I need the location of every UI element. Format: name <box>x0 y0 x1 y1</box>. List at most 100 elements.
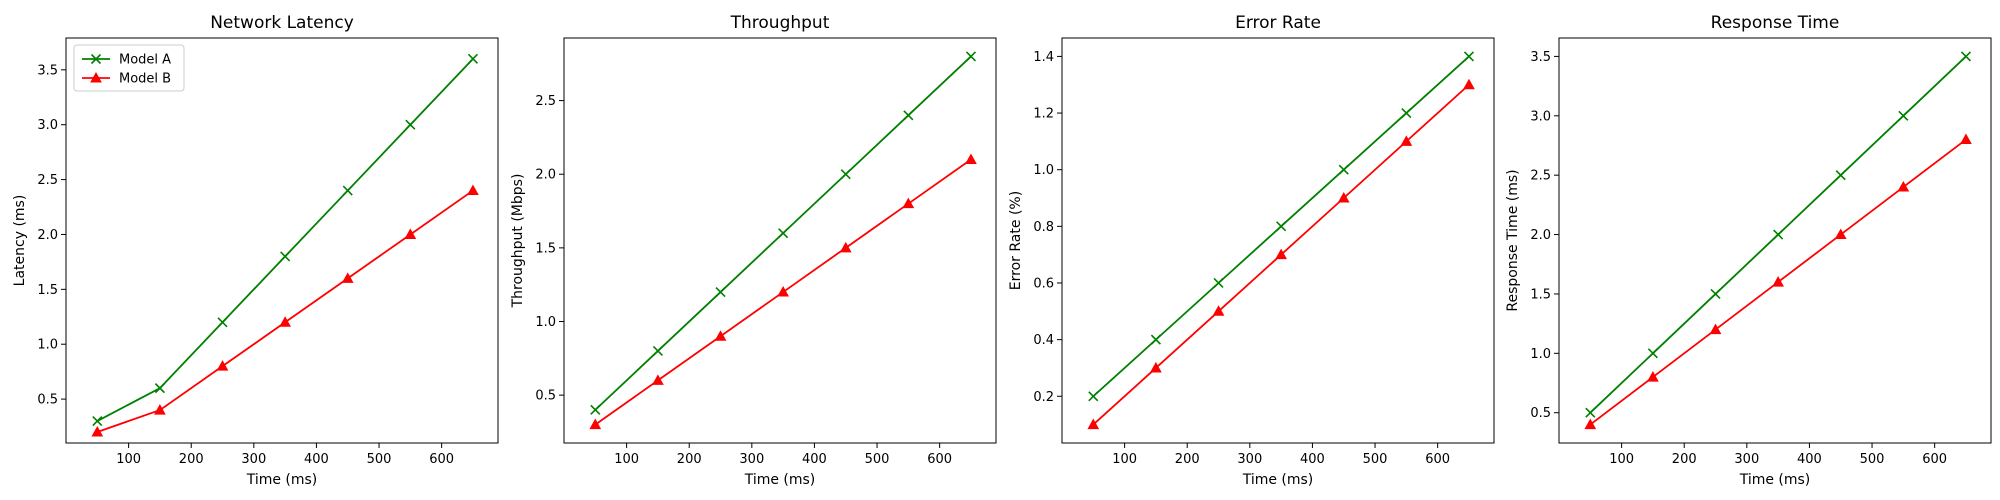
y-tick-label: 0.5 <box>37 393 58 408</box>
y-axis-label: Response Time (ms) <box>1505 169 1521 311</box>
x-tick-label: 100 <box>614 452 639 467</box>
chart-title: Response Time <box>1711 13 1840 33</box>
y-tick-label: 1.0 <box>37 338 58 353</box>
legend-label: Model B <box>119 72 171 87</box>
x-tick-label: 600 <box>927 452 952 467</box>
x-axis-label: Time (ms) <box>744 472 816 488</box>
y-tick-label: 0.5 <box>535 389 556 404</box>
x-axis-label: Time (ms) <box>1739 472 1811 488</box>
data-point <box>1710 288 1721 300</box>
y-axis-label: Throughput (Mbps) <box>510 174 526 309</box>
y-tick-label: 2.5 <box>1530 169 1551 184</box>
y-tick-label: 1.5 <box>37 283 58 298</box>
data-point <box>1087 418 1100 430</box>
data-point <box>280 251 291 262</box>
y-tick-label: 1.5 <box>535 241 556 256</box>
x-tick-label: 100 <box>116 452 141 467</box>
y-tick-label: 1.4 <box>1033 50 1054 65</box>
data-point <box>1773 229 1784 240</box>
data-point <box>840 169 851 180</box>
chart-title: Network Latency <box>210 13 354 33</box>
data-point <box>1898 110 1909 121</box>
chart-panel: 100 200 300 400 500 600 0.5 1.0 1.5 2.0 2.5 Through… <box>510 13 997 488</box>
data-point <box>1337 191 1350 203</box>
data-point <box>467 184 479 196</box>
series-line-0 <box>96 58 474 422</box>
chart-panel: 100 200 300 400 500 600 0.2 0.4 0.6 0.8 1.0 1.2 1.4 E… <box>1008 13 1495 488</box>
data-point <box>1212 305 1225 316</box>
y-tick-label: 2.0 <box>1530 228 1551 243</box>
data-point <box>1213 277 1224 289</box>
data-point <box>1400 135 1413 146</box>
data-point <box>652 345 663 357</box>
y-tick-label: 0.6 <box>1033 276 1054 291</box>
data-point <box>902 197 915 209</box>
data-point <box>92 415 103 427</box>
legend-box <box>73 44 185 92</box>
x-tick-label: 400 <box>802 452 827 467</box>
data-point <box>1960 51 1972 62</box>
x-tick-label: 300 <box>1734 452 1759 467</box>
x-tick-label: 200 <box>1672 452 1697 467</box>
data-point <box>1584 418 1597 430</box>
x-tick-label: 100 <box>1609 452 1634 467</box>
x-tick-label: 200 <box>179 452 204 467</box>
data-point <box>279 316 291 327</box>
chart-title: Throughput <box>730 13 830 33</box>
y-axis-label: Latency (ms) <box>12 195 28 287</box>
data-point <box>1463 78 1475 90</box>
legend-marker <box>90 53 102 65</box>
y-tick-label: 0.8 <box>1033 220 1054 235</box>
x-tick-label: 200 <box>677 452 702 467</box>
y-tick-label: 3.0 <box>37 118 58 133</box>
data-point <box>342 185 353 196</box>
data-point <box>217 317 228 328</box>
data-point <box>1585 407 1596 418</box>
data-point <box>1772 276 1784 287</box>
data-point <box>404 228 417 239</box>
x-tick-label: 400 <box>1300 452 1325 467</box>
x-tick-label: 500 <box>1860 452 1885 467</box>
plot-frame <box>1558 37 1992 444</box>
y-tick-label: 1.0 <box>535 315 556 330</box>
data-point <box>1401 107 1412 119</box>
data-point <box>714 330 727 341</box>
data-point <box>652 374 664 385</box>
y-tick-label: 0.4 <box>1033 333 1054 348</box>
x-tick-label: 200 <box>1175 452 1200 467</box>
data-point <box>1150 361 1162 373</box>
x-tick-label: 300 <box>739 452 764 467</box>
data-point <box>216 360 229 371</box>
x-tick-label: 600 <box>1425 452 1450 467</box>
x-tick-label: 100 <box>1112 452 1137 467</box>
x-tick-label: 400 <box>304 452 329 467</box>
data-point <box>1647 371 1659 382</box>
x-tick-label: 500 <box>367 452 392 467</box>
data-point <box>590 404 601 415</box>
series-line-1 <box>97 189 474 433</box>
data-point <box>1834 228 1847 240</box>
x-tick-label: 600 <box>429 452 454 467</box>
x-tick-label: 500 <box>865 452 890 467</box>
x-tick-label: 300 <box>1237 452 1262 467</box>
data-point <box>778 228 789 239</box>
x-axis-label: Time (ms) <box>1242 472 1314 488</box>
x-axis-label: Time (ms) <box>246 472 318 488</box>
legend-marker <box>90 71 102 83</box>
legend: Model A Model B <box>73 44 185 92</box>
chart-panel: 100 200 300 400 500 600 0.5 1.0 1.5 2.0 2.5 3.0 3.5 N… <box>12 13 499 488</box>
x-tick-label: 300 <box>241 452 266 467</box>
y-tick-label: 3.5 <box>37 63 58 78</box>
y-tick-label: 3.5 <box>1530 50 1551 65</box>
data-point <box>965 51 977 62</box>
data-point <box>1647 348 1658 359</box>
plot-frame <box>1061 37 1495 444</box>
y-tick-label: 2.5 <box>37 173 58 188</box>
data-point <box>91 425 104 437</box>
y-tick-label: 1.5 <box>1530 287 1551 302</box>
data-point <box>1276 221 1287 232</box>
data-point <box>965 153 977 164</box>
data-point <box>1088 391 1099 402</box>
data-point <box>1338 164 1349 175</box>
